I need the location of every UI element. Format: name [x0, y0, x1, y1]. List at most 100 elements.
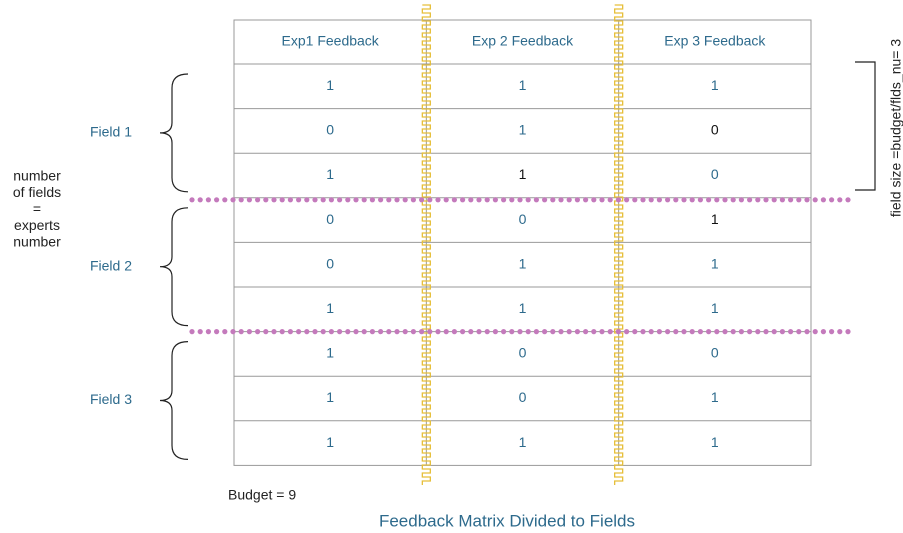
- field-divider-dot: [435, 329, 441, 335]
- field-divider-dot: [279, 197, 285, 203]
- cell: 1: [326, 345, 334, 361]
- field-divider-dot: [189, 329, 195, 335]
- field-divider-dot: [320, 329, 326, 335]
- field-divider-dot: [476, 197, 482, 203]
- field-divider-dot: [779, 329, 786, 335]
- field-label: Field 1: [90, 124, 132, 140]
- field-divider-dot: [796, 329, 802, 335]
- field-divider-dot: [353, 329, 359, 335]
- cell: 1: [519, 166, 527, 182]
- field-divider-dot: [460, 197, 466, 203]
- field-divider-dot: [476, 329, 482, 335]
- field-divider-dot: [369, 197, 375, 203]
- field-divider-dot: [345, 329, 351, 335]
- field-divider-dot: [583, 329, 589, 335]
- field-divider-dot: [533, 329, 540, 335]
- field-divider-dot: [386, 197, 392, 203]
- field-divider-dot: [287, 197, 293, 203]
- field-divider-dot: [656, 329, 663, 335]
- field-divider-dot: [222, 197, 228, 203]
- field-divider-dot: [484, 329, 490, 335]
- field-divider-dot: [238, 197, 244, 203]
- brace: [159, 207, 189, 327]
- field-divider-dot: [337, 329, 343, 335]
- field-divider-dot: [788, 329, 794, 335]
- field-divider-dot: [361, 329, 367, 335]
- field-divider-dot: [820, 329, 827, 335]
- field-divider-dot: [615, 329, 622, 335]
- field-divider-dot: [665, 197, 671, 203]
- field-divider-dot: [435, 197, 441, 203]
- field-divider-dot: [812, 329, 818, 335]
- brace: [159, 73, 189, 193]
- field-divider-dot: [492, 329, 498, 335]
- field-divider-dot: [238, 329, 244, 335]
- cell: 0: [326, 255, 334, 271]
- field-divider-dot: [681, 197, 687, 203]
- field-divider-dot: [738, 197, 745, 203]
- cell: 1: [711, 300, 719, 316]
- field-divider-dot: [501, 197, 507, 203]
- field-divider-dot: [255, 329, 261, 335]
- field-divider-dot: [542, 197, 548, 203]
- field-divider-dot: [533, 197, 540, 203]
- field-divider-dot: [230, 329, 236, 335]
- field-divider-dot: [214, 197, 220, 203]
- field-divider-dot: [706, 329, 712, 335]
- field-divider-dot: [665, 329, 671, 335]
- field-divider-dot: [345, 197, 351, 203]
- field-divider-dot: [312, 329, 318, 335]
- field-divider-dot: [468, 197, 474, 203]
- field-divider-dot: [328, 197, 334, 203]
- field-divider-dot: [771, 329, 777, 335]
- cell: 1: [326, 300, 334, 316]
- field-divider-dot: [747, 329, 753, 335]
- field-divider-dot: [574, 329, 581, 335]
- cell: 1: [326, 434, 334, 450]
- field-divider-dot: [673, 197, 679, 203]
- field-divider-dot: [509, 329, 515, 335]
- field-divider-dot: [837, 197, 843, 203]
- field-divider-dot: [788, 197, 794, 203]
- field-divider-dot: [566, 329, 572, 335]
- cell: 1: [519, 300, 527, 316]
- field-divider-dot: [337, 197, 343, 203]
- field-divider-dot: [747, 197, 753, 203]
- cell: 1: [326, 77, 334, 93]
- field-divider-dot: [296, 197, 302, 203]
- field-divider-dot: [402, 329, 408, 335]
- field-divider-dot: [829, 197, 835, 203]
- field-divider-dot: [230, 197, 236, 203]
- field-divider-dot: [509, 197, 515, 203]
- field-divider-dot: [681, 329, 687, 335]
- brace: [159, 341, 189, 460]
- field-divider-dot: [755, 197, 761, 203]
- field-divider-dot: [427, 197, 433, 203]
- field-divider-dot: [558, 329, 564, 335]
- field-divider-dot: [632, 197, 638, 203]
- cell: 0: [711, 345, 719, 361]
- field-divider-dot: [591, 329, 597, 335]
- field-label: Field 2: [90, 257, 132, 273]
- cell: 1: [519, 122, 527, 138]
- column-header: Exp 2 Feedback: [472, 33, 574, 49]
- field-divider-dot: [304, 329, 310, 335]
- field-divider-dot: [779, 197, 786, 203]
- field-divider-dot: [550, 329, 556, 335]
- left-note: experts: [14, 217, 60, 233]
- caption: Feedback Matrix Divided to Fields: [379, 511, 635, 530]
- field-divider-dot: [697, 329, 704, 335]
- cell: 0: [326, 122, 334, 138]
- field-divider-dot: [607, 197, 613, 203]
- field-divider-dot: [525, 329, 531, 335]
- field-divider-dot: [312, 197, 318, 203]
- field-divider-dot: [410, 329, 416, 335]
- cell: 1: [711, 389, 719, 405]
- field-divider-dot: [689, 197, 695, 203]
- field-divider-dot: [214, 329, 220, 335]
- field-divider-dot: [402, 197, 408, 203]
- field-divider-dot: [714, 197, 720, 203]
- field-divider-dot: [640, 197, 646, 203]
- field-divider-dot: [804, 329, 810, 335]
- field-divider-dot: [517, 329, 523, 335]
